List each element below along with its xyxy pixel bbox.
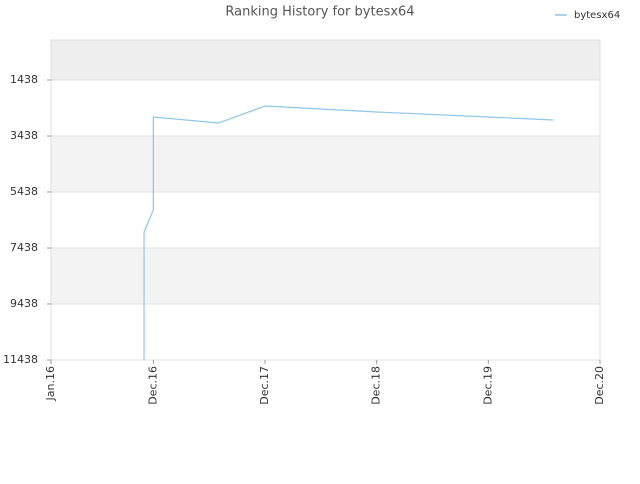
x-tick-label: Jan.16 <box>44 366 57 401</box>
plot-band <box>51 136 600 193</box>
y-tick-label: 9438 <box>10 297 38 310</box>
x-tick-label: Dec.17 <box>258 366 271 405</box>
plot-band <box>51 80 600 137</box>
legend-label: bytesx64 <box>574 10 620 21</box>
plot-band <box>51 40 600 81</box>
plot-band <box>51 192 600 249</box>
y-tick-label: 1438 <box>10 73 38 86</box>
y-tick-label: 11438 <box>3 353 38 366</box>
y-tick-label: 5438 <box>10 185 38 198</box>
y-tick-label: 7438 <box>10 241 38 254</box>
plot-band <box>51 248 600 305</box>
chart-title: Ranking History for bytesx64 <box>225 5 414 20</box>
x-tick-label: Dec.18 <box>370 366 383 405</box>
x-tick-label: Dec.16 <box>146 366 159 405</box>
x-tick-label: Dec.20 <box>593 366 606 405</box>
x-tick-label: Dec.19 <box>481 366 494 405</box>
y-tick-label: 3438 <box>10 129 38 142</box>
data-line <box>143 105 554 360</box>
plot-band <box>51 304 600 360</box>
